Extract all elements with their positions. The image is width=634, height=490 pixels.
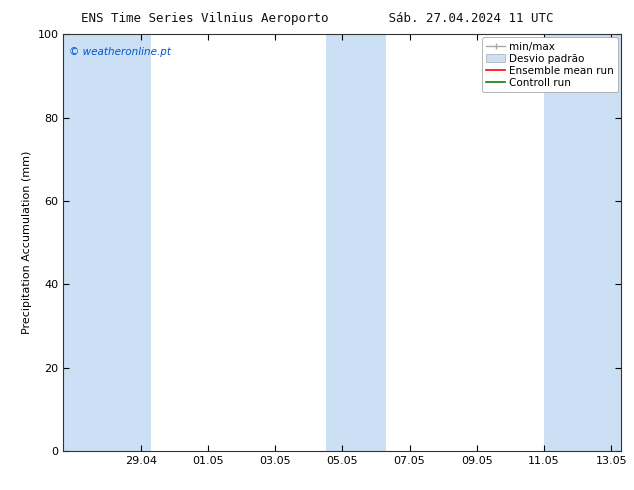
Y-axis label: Precipitation Accumulation (mm): Precipitation Accumulation (mm): [22, 151, 32, 334]
Bar: [325, 34, 386, 451]
Text: © weatheronline.pt: © weatheronline.pt: [69, 47, 171, 57]
Bar: [63, 34, 151, 451]
Text: ENS Time Series Vilnius Aeroporto        Sáb. 27.04.2024 11 UTC: ENS Time Series Vilnius Aeroporto Sáb. 2…: [81, 12, 553, 25]
Bar: [544, 34, 621, 451]
Legend: min/max, Desvio padrão, Ensemble mean run, Controll run: min/max, Desvio padrão, Ensemble mean ru…: [482, 37, 618, 92]
